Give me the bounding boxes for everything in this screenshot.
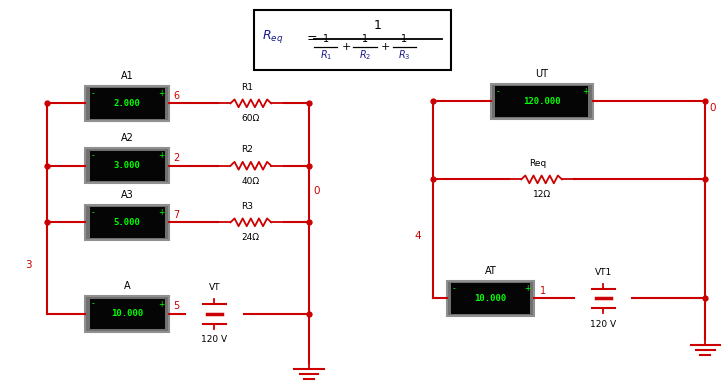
Text: -: - [92,208,94,217]
Text: 4: 4 [414,231,421,241]
Text: -: - [497,87,499,96]
Bar [90,151,164,181]
Text: $R_2$: $R_2$ [359,48,371,62]
Text: +: + [582,87,588,96]
Text: 10.000: 10.000 [475,294,507,303]
Text: +: + [158,89,165,98]
Text: 120 V: 120 V [590,320,616,329]
Bar [86,86,169,121]
Text: -: - [92,89,94,98]
Text: +: + [158,208,165,217]
Text: $=$: $=$ [304,30,318,43]
Text: 0: 0 [710,103,716,113]
Text: +: + [381,41,390,51]
Text: AT: AT [485,266,497,276]
Text: 2.000: 2.000 [114,99,140,108]
Text: A: A [124,281,131,291]
Bar [495,86,588,117]
Text: R2: R2 [241,145,253,154]
Text: A3: A3 [121,190,134,200]
Bar [254,10,451,70]
Text: +: + [342,41,350,51]
Bar [86,296,169,331]
Text: 120 V: 120 V [201,335,228,344]
Text: 2: 2 [173,153,180,163]
Text: 0: 0 [313,186,320,196]
Bar [447,281,534,316]
Text: A2: A2 [121,133,134,143]
Text: +: + [158,151,165,160]
Text: -: - [453,284,456,293]
Text: 1: 1 [323,34,329,44]
Text: +: + [158,300,165,308]
Bar [90,88,164,119]
Text: VT1: VT1 [595,268,612,277]
Text: 12Ω: 12Ω [533,190,550,199]
Text: 7: 7 [173,209,180,220]
Text: 10.000: 10.000 [111,309,143,319]
Text: 6: 6 [173,90,180,101]
Text: 1: 1 [540,285,546,296]
Text: R3: R3 [241,202,253,211]
Bar [86,148,169,183]
Text: $R_3$: $R_3$ [398,48,411,62]
Text: 24Ω: 24Ω [242,233,260,242]
Bar [491,84,593,119]
Bar [90,207,164,238]
Text: 1: 1 [362,34,368,44]
Text: 3: 3 [25,260,32,270]
Bar [86,205,169,240]
Text: -: - [92,151,94,160]
Text: VT: VT [209,284,220,292]
Text: $R_{eq}$: $R_{eq}$ [262,28,283,46]
Text: 40Ω: 40Ω [242,177,260,186]
Text: +: + [524,284,530,293]
Bar [451,283,530,314]
Text: $R_1$: $R_1$ [319,48,332,62]
Text: -: - [92,300,94,308]
Text: 5.000: 5.000 [114,218,140,227]
Text: 5: 5 [173,301,180,311]
Text: 1: 1 [374,19,382,32]
Text: 60Ω: 60Ω [241,114,260,123]
Text: UT: UT [535,69,548,79]
Text: Req: Req [529,159,547,168]
Bar [90,299,164,329]
Text: 3.000: 3.000 [114,161,140,170]
Text: A1: A1 [121,71,134,81]
Text: 1: 1 [401,34,407,44]
Text: 120.000: 120.000 [523,97,561,106]
Text: R1: R1 [241,83,253,92]
